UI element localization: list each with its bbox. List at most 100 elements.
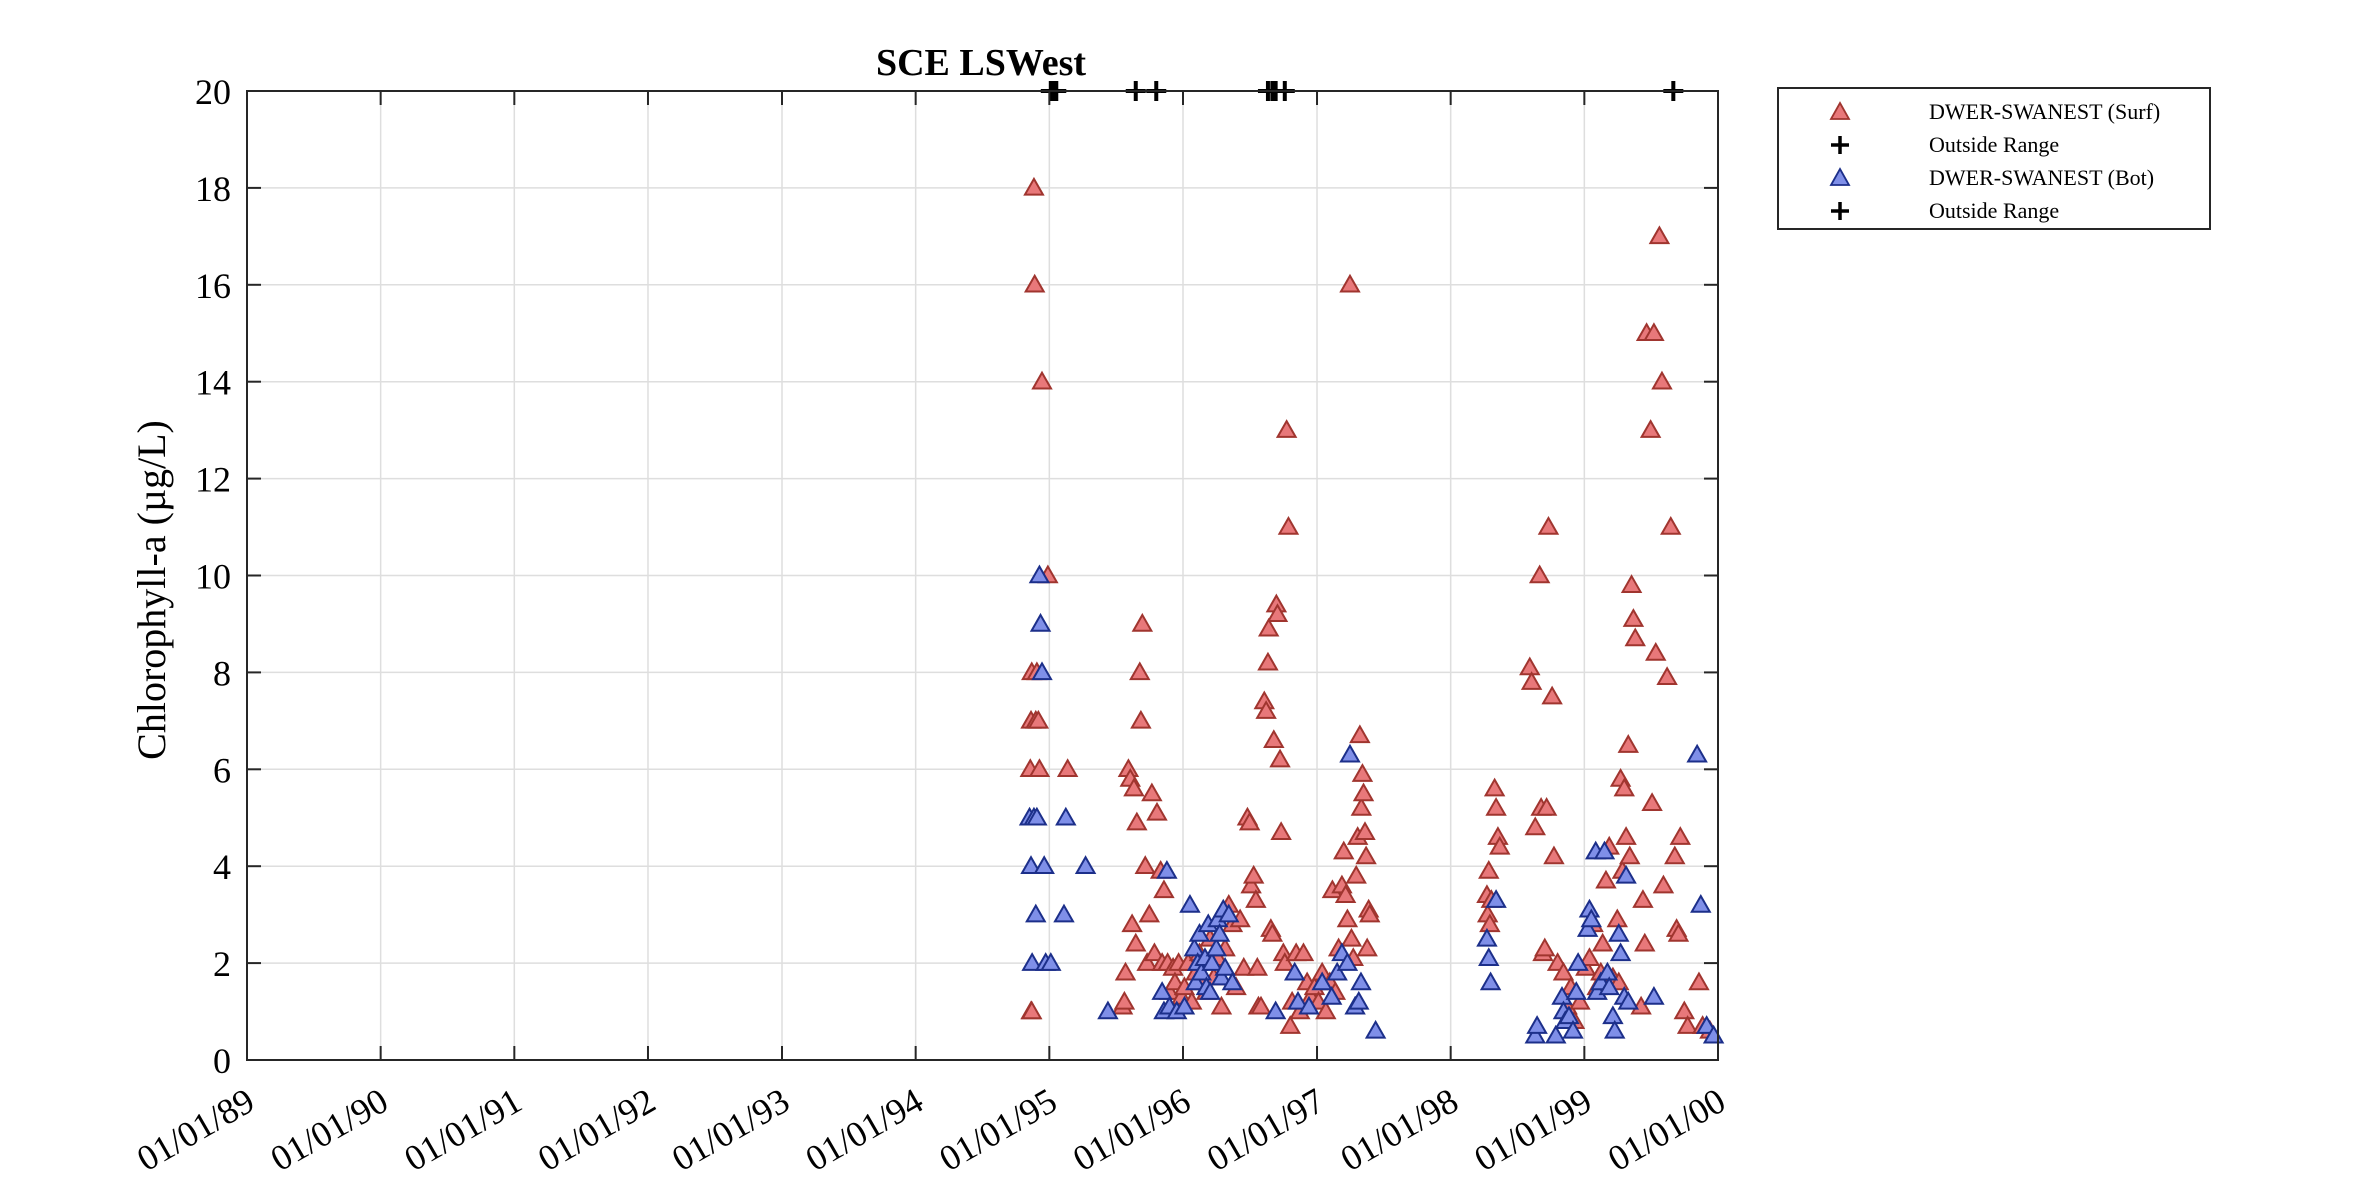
surf-point xyxy=(1673,1000,1696,1020)
surf-point xyxy=(1263,729,1285,748)
surf-point xyxy=(1240,874,1262,894)
surf-point xyxy=(1535,797,1558,816)
surf-point xyxy=(1519,656,1541,676)
surf-point xyxy=(1141,782,1163,802)
bot-point xyxy=(1029,612,1052,632)
bot-point xyxy=(1183,937,1206,957)
surf-point xyxy=(1667,923,1690,942)
bot-point xyxy=(1695,1015,1718,1034)
x-tick-label: 01/01/99 xyxy=(1467,1080,1598,1179)
x-tick-label: 01/01/95 xyxy=(932,1080,1063,1179)
bot-point xyxy=(1608,923,1630,942)
surf-point xyxy=(1113,990,1136,1010)
bot-point xyxy=(1478,947,1500,967)
bot-point xyxy=(1690,893,1712,913)
surf-point xyxy=(1246,956,1269,976)
surf-point xyxy=(1255,700,1277,719)
x-tick-label: 01/01/94 xyxy=(799,1080,930,1179)
surf-point xyxy=(1643,322,1665,341)
surf-point xyxy=(1645,642,1667,661)
bot-point xyxy=(1545,1024,1567,1044)
bot-point xyxy=(1020,855,1042,874)
bot-point xyxy=(1526,1015,1548,1034)
surf-point xyxy=(1242,864,1265,884)
bot-point xyxy=(1567,952,1589,971)
legend-label: DWER-SWANEST (Surf) xyxy=(1929,99,2161,124)
surf-point xyxy=(1656,666,1678,685)
surf-point xyxy=(1615,826,1637,845)
surf-point xyxy=(1591,932,1614,952)
surf-point xyxy=(1669,826,1692,845)
surf-point xyxy=(1023,176,1045,196)
surf-point xyxy=(1233,956,1255,976)
surf-point xyxy=(1619,845,1641,865)
y-axis-label: Chlorophyll-a (µg/L) xyxy=(129,420,174,760)
bot-point xyxy=(1298,995,1320,1015)
surf-point xyxy=(1334,884,1357,904)
bot-point xyxy=(1326,961,1348,981)
surf-point xyxy=(1648,225,1671,245)
bot-point xyxy=(1156,860,1178,879)
x-tick-label: 01/01/90 xyxy=(264,1080,395,1179)
surf-point xyxy=(1138,903,1161,923)
surf-point xyxy=(1537,516,1560,535)
x-tick-label: 01/01/96 xyxy=(1066,1080,1197,1179)
bot-point xyxy=(1205,937,1228,957)
legend-item-outside-range-surf: Outside Range xyxy=(1779,128,2209,161)
surf-point xyxy=(1266,603,1289,623)
surf-point xyxy=(1613,777,1635,797)
surf-point xyxy=(1114,961,1137,981)
bot-point xyxy=(1558,1005,1580,1025)
surf-point xyxy=(1336,908,1359,928)
surf-point xyxy=(1569,990,1591,1010)
bot-point xyxy=(1602,1005,1624,1025)
chart-title: SCE LSWest xyxy=(876,42,1086,84)
bot-point xyxy=(1201,952,1223,971)
surf-point xyxy=(1021,1000,1043,1020)
surf-point xyxy=(1541,685,1563,705)
triangle-marker-icon xyxy=(1829,101,1851,120)
y-tick-label: 16 xyxy=(195,266,231,306)
surf-point xyxy=(1121,913,1143,933)
surf-point xyxy=(1245,889,1267,908)
bot-point xyxy=(1562,1019,1584,1039)
surf-point xyxy=(1534,937,1556,957)
surf-point xyxy=(1552,961,1575,981)
surf-point xyxy=(1651,370,1673,390)
surf-point xyxy=(1333,840,1355,860)
surf-point xyxy=(1354,821,1376,841)
surf-point xyxy=(1153,879,1175,899)
surf-point xyxy=(1483,777,1506,797)
surf-point xyxy=(1130,709,1152,729)
surf-point xyxy=(1131,612,1154,632)
y-tick-label: 2 xyxy=(213,944,231,984)
surf-point xyxy=(1478,860,1500,879)
surf-point xyxy=(1261,923,1284,942)
x-tick-label: 01/01/93 xyxy=(665,1080,796,1179)
x-tick-label: 01/01/92 xyxy=(531,1080,662,1179)
y-tick-label: 14 xyxy=(195,363,231,403)
data-marks xyxy=(1018,81,1725,1044)
surf-point xyxy=(1641,792,1663,811)
surf-point xyxy=(1270,821,1292,841)
bot-point xyxy=(1604,1019,1626,1039)
plus-marker-icon xyxy=(1831,202,1849,220)
surf-point xyxy=(1125,932,1147,952)
surf-point xyxy=(1664,845,1686,865)
bot-point xyxy=(1026,806,1048,826)
y-tick-label: 10 xyxy=(195,557,231,597)
surf-point xyxy=(1143,942,1166,962)
surf-point xyxy=(1275,419,1298,438)
x-tick-label: 01/01/97 xyxy=(1200,1080,1331,1179)
grid-lines xyxy=(246,90,1719,1061)
bot-point xyxy=(1576,918,1599,937)
surf-point xyxy=(1028,758,1051,778)
bot-point xyxy=(1617,990,1640,1010)
bot-point xyxy=(1609,942,1632,962)
surf-point xyxy=(1210,995,1233,1015)
y-tick-label: 6 xyxy=(213,750,231,790)
surf-point xyxy=(1129,661,1151,681)
bot-point xyxy=(1214,956,1236,976)
surf-point xyxy=(1339,273,1361,293)
surf-point xyxy=(1524,816,1546,836)
